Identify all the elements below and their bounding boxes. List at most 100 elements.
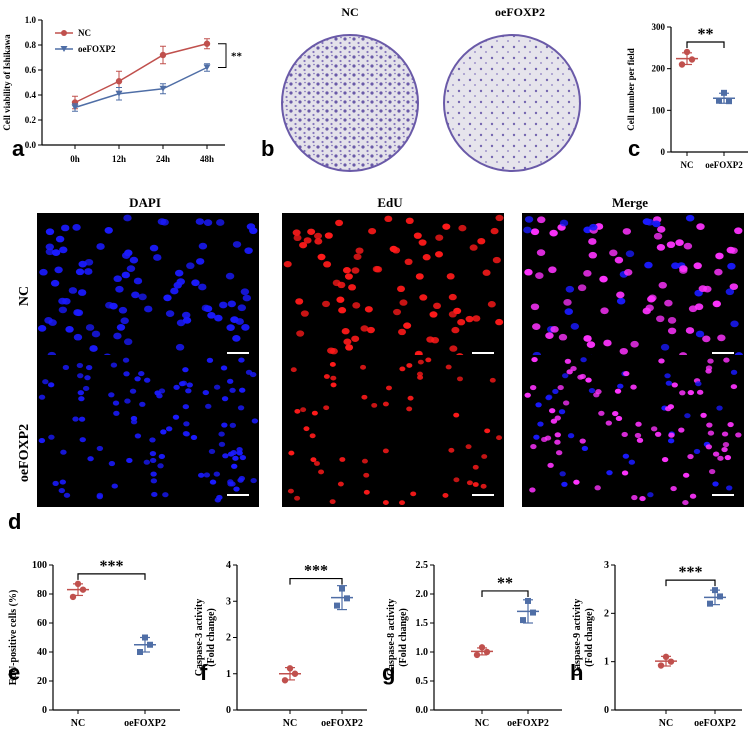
- cell-nucleus: [532, 323, 541, 331]
- col-title-merge: Merge: [611, 195, 649, 210]
- cell-nucleus: [458, 224, 467, 232]
- data-point-oefoxp2: [159, 85, 167, 92]
- cell-nucleus: [58, 306, 68, 314]
- cell-nucleus: [182, 404, 190, 410]
- cell-nucleus: [622, 228, 632, 235]
- cell-nucleus: [530, 303, 540, 311]
- cell-nucleus: [156, 393, 163, 399]
- data-point-nc: [74, 580, 82, 588]
- cell-nucleus: [642, 218, 652, 226]
- cell-nucleus: [456, 376, 463, 382]
- cell-nucleus: [130, 419, 138, 425]
- cell-nucleus: [283, 260, 292, 268]
- cell-nucleus: [529, 384, 537, 391]
- y-tick-label: 60: [37, 618, 47, 629]
- cell-nucleus: [652, 220, 661, 228]
- cell-nucleus: [557, 384, 564, 391]
- cell-nucleus: [78, 416, 86, 422]
- data-point-nc: [281, 677, 289, 684]
- cell-nucleus: [138, 293, 147, 301]
- data-point-oefoxp2: [525, 597, 531, 604]
- y-tick-label: 4: [226, 560, 231, 571]
- cell-nucleus: [735, 432, 742, 438]
- y-tick-label: 100: [652, 105, 666, 115]
- cell-nucleus: [245, 369, 253, 375]
- cell-nucleus: [113, 332, 122, 340]
- cell-nucleus: [727, 262, 736, 270]
- cell-nucleus: [342, 267, 351, 274]
- cell-nucleus: [190, 434, 198, 440]
- cell-nucleus: [721, 431, 729, 437]
- cell-nucleus: [549, 229, 558, 237]
- cell-nucleus: [472, 315, 481, 322]
- cell-nucleus: [481, 454, 488, 459]
- cell-nucleus: [382, 401, 389, 407]
- cell-nucleus: [684, 413, 691, 419]
- cell-nucleus: [495, 214, 504, 222]
- cell-nucleus: [295, 298, 304, 305]
- cell-nucleus: [227, 451, 235, 457]
- cell-nucleus: [636, 437, 644, 443]
- x-tick-label: 24h: [156, 154, 170, 164]
- cell-nucleus: [535, 272, 544, 280]
- cell-nucleus: [645, 304, 654, 312]
- cell-nucleus: [213, 471, 221, 477]
- cell-nucleus: [656, 315, 665, 323]
- cell-nucleus: [134, 376, 141, 382]
- y-tick-label: 0.4: [25, 90, 37, 100]
- cell-nucleus: [87, 456, 94, 462]
- cell-nucleus: [410, 491, 417, 497]
- cell-nucleus: [218, 441, 226, 447]
- cell-nucleus: [666, 241, 676, 249]
- cell-nucleus: [213, 384, 221, 390]
- cell-nucleus: [38, 394, 46, 400]
- cell-nucleus: [244, 247, 253, 255]
- cell-nucleus: [698, 285, 708, 292]
- data-point-oefoxp2: [530, 609, 536, 616]
- cell-nucleus: [634, 432, 642, 438]
- cell-nucleus: [61, 224, 70, 232]
- cell-nucleus: [554, 439, 561, 445]
- data-point-oefoxp2: [344, 595, 350, 602]
- cell-nucleus: [453, 412, 460, 418]
- cell-nucleus: [121, 271, 131, 279]
- cell-nucleus: [580, 357, 587, 363]
- cell-nucleus: [344, 273, 353, 280]
- cell-nucleus: [292, 229, 301, 236]
- cell-nucleus: [323, 374, 330, 379]
- y-tick-label: 20: [37, 676, 47, 687]
- cell-nucleus: [678, 427, 685, 433]
- cell-nucleus: [712, 451, 720, 457]
- cell-nucleus: [207, 311, 216, 319]
- cell-nucleus: [727, 422, 734, 428]
- cell-nucleus: [323, 261, 332, 268]
- x-tick-label: NC: [659, 718, 673, 729]
- legend-label: oeFOXP2: [78, 44, 116, 54]
- cell-nucleus: [229, 422, 237, 428]
- cell-nucleus: [129, 256, 139, 264]
- cell-nucleus: [123, 371, 130, 377]
- cell-nucleus: [715, 252, 724, 260]
- y-tick-label: 100: [32, 560, 47, 571]
- cell-nucleus: [186, 262, 195, 270]
- cell-nucleus: [157, 463, 164, 469]
- cell-nucleus: [398, 328, 407, 336]
- cell-nucleus: [533, 434, 540, 440]
- y-tick-label: 1.0: [25, 15, 37, 25]
- cell-nucleus: [615, 415, 623, 422]
- data-point-oefoxp2: [142, 634, 148, 641]
- y-tick-label: 0: [226, 705, 231, 716]
- x-tick-label: NC: [681, 160, 694, 170]
- cell-nucleus: [329, 362, 336, 367]
- cell-nucleus: [661, 457, 669, 463]
- cell-nucleus: [667, 438, 675, 444]
- cell-nucleus: [158, 453, 166, 460]
- significance-bracket: [665, 579, 716, 587]
- cell-nucleus: [382, 500, 389, 505]
- data-point-nc: [483, 648, 491, 656]
- cell-nucleus: [45, 243, 55, 251]
- panel-letter-a: a: [12, 136, 25, 161]
- cell-nucleus: [227, 479, 234, 485]
- cell-nucleus: [397, 285, 406, 293]
- cell-nucleus: [361, 458, 368, 464]
